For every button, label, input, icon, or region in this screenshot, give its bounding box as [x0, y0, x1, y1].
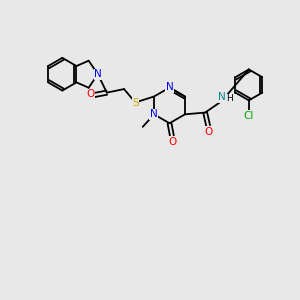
- Text: N: N: [150, 109, 157, 119]
- Text: N: N: [218, 92, 226, 102]
- Text: O: O: [86, 89, 94, 99]
- Text: O: O: [204, 127, 213, 136]
- Text: Cl: Cl: [244, 111, 254, 121]
- Text: N: N: [94, 69, 102, 79]
- Text: N: N: [166, 82, 173, 92]
- Text: H: H: [226, 94, 232, 103]
- Text: O: O: [168, 137, 176, 147]
- Text: S: S: [132, 98, 139, 108]
